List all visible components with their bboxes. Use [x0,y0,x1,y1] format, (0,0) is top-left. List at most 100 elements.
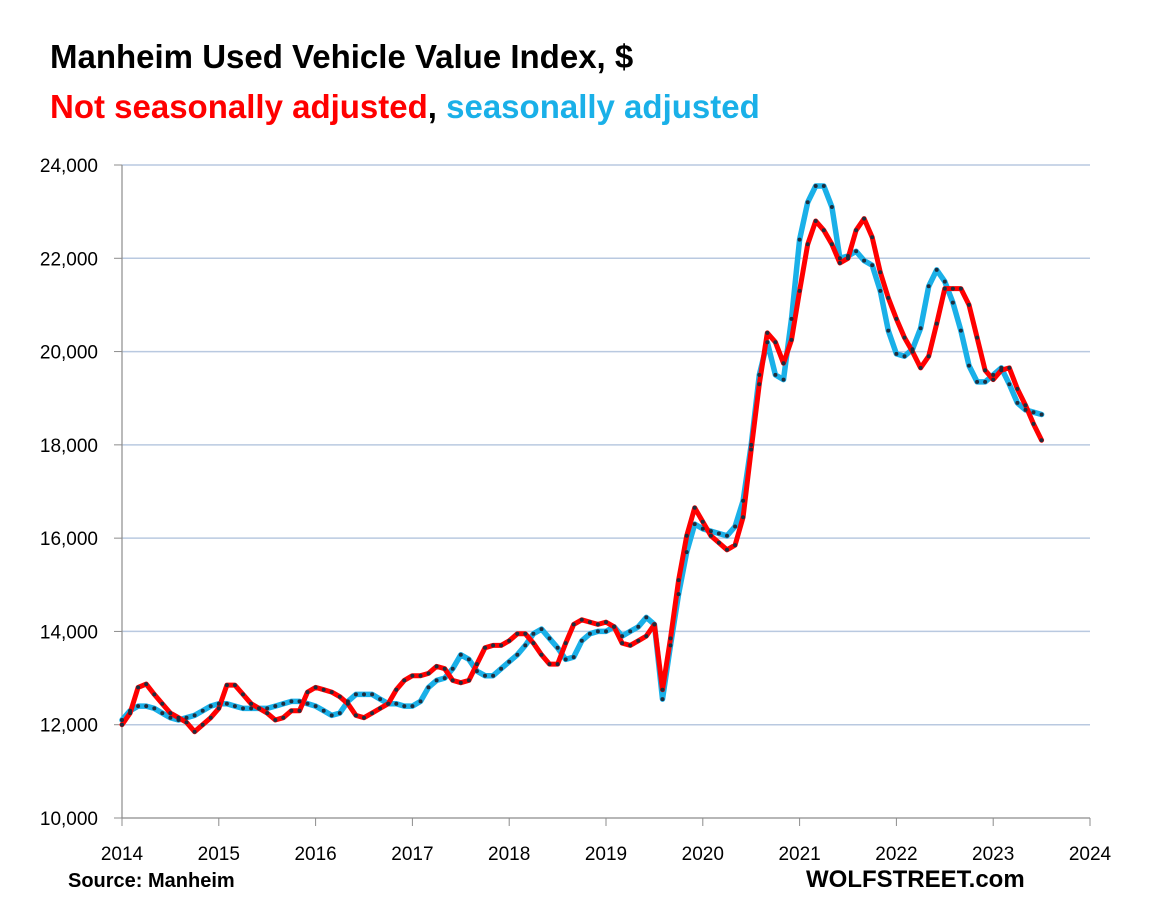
point-seasonally-adjusted [684,550,689,555]
point-seasonally-adjusted [1023,407,1028,412]
point-not-seasonally-adjusted [434,664,439,669]
point-not-seasonally-adjusted [999,368,1004,373]
point-seasonally-adjusted [918,326,923,331]
point-not-seasonally-adjusted [1031,421,1036,426]
y-tick-label: 24,000 [40,156,98,177]
point-not-seasonally-adjusted [184,720,189,725]
point-not-seasonally-adjusted [870,235,875,240]
point-seasonally-adjusted [531,631,536,636]
point-seasonally-adjusted [571,655,576,660]
point-not-seasonally-adjusted [410,673,415,678]
point-not-seasonally-adjusted [587,620,592,625]
point-not-seasonally-adjusted [741,515,746,520]
point-seasonally-adjusted [644,615,649,620]
point-not-seasonally-adjusted [692,505,697,510]
point-seasonally-adjusted [281,701,286,706]
point-not-seasonally-adjusted [160,701,165,706]
point-not-seasonally-adjusted [499,643,504,648]
x-tick-label: 2014 [101,844,144,865]
point-seasonally-adjusted [773,372,778,377]
point-not-seasonally-adjusted [684,533,689,538]
point-seasonally-adjusted [297,699,302,704]
point-seasonally-adjusted [224,701,229,706]
point-not-seasonally-adjusted [1007,365,1012,370]
point-not-seasonally-adjusted [854,228,859,233]
point-seasonally-adjusted [700,526,705,531]
point-seasonally-adjusted [829,205,834,209]
point-seasonally-adjusted [491,673,496,678]
point-not-seasonally-adjusted [902,335,907,340]
point-seasonally-adjusted [708,529,713,534]
subtitle-not-seasonally-adjusted: Not seasonally adjusted [50,88,428,125]
point-not-seasonally-adjusted [878,270,883,275]
point-seasonally-adjusted [232,704,237,709]
point-not-seasonally-adjusted [612,624,617,629]
point-not-seasonally-adjusted [192,729,197,734]
point-not-seasonally-adjusted [345,701,350,706]
brand-watermark: WOLFSTREET.com [806,866,1025,893]
point-not-seasonally-adjusted [765,330,770,335]
point-not-seasonally-adjusted [942,286,947,291]
point-not-seasonally-adjusted [249,701,254,706]
point-seasonally-adjusted [636,624,641,629]
point-seasonally-adjusted [402,704,407,709]
point-not-seasonally-adjusted [797,288,802,293]
point-seasonally-adjusted [587,631,592,636]
y-tick-label: 12,000 [40,716,98,737]
point-seasonally-adjusted [434,678,439,683]
point-seasonally-adjusted [289,699,294,704]
point-not-seasonally-adjusted [668,636,673,641]
x-tick-label: 2016 [294,844,336,865]
point-not-seasonally-adjusted [571,622,576,627]
point-not-seasonally-adjusted [789,337,794,342]
point-seasonally-adjusted [466,657,471,662]
point-not-seasonally-adjusted [297,708,302,713]
point-seasonally-adjusted [781,377,786,382]
point-seasonally-adjusted [555,645,560,650]
point-not-seasonally-adjusted [329,690,334,695]
subtitle-seasonally-adjusted: seasonally adjusted [436,88,760,125]
y-tick-label: 18,000 [40,436,98,457]
point-seasonally-adjusted [862,258,867,263]
point-not-seasonally-adjusted [458,680,463,685]
point-not-seasonally-adjusted [837,261,842,265]
y-tick-label: 14,000 [40,622,98,643]
point-not-seasonally-adjusted [523,631,528,636]
point-not-seasonally-adjusted [378,706,383,711]
point-seasonally-adjusted [547,636,552,641]
point-not-seasonally-adjusted [232,683,237,688]
point-seasonally-adjusted [692,522,697,527]
point-not-seasonally-adjusted [305,690,310,695]
point-seasonally-adjusted [474,669,479,674]
x-tick-label: 2019 [585,844,627,865]
point-not-seasonally-adjusted [595,622,600,627]
point-seasonally-adjusted [676,592,681,597]
point-seasonally-adjusted [523,643,528,648]
point-not-seasonally-adjusted [716,540,721,545]
point-not-seasonally-adjusted [757,382,762,387]
x-tick-label: 2022 [875,844,917,865]
point-seasonally-adjusted [313,704,318,709]
point-seasonally-adjusted [870,263,875,268]
point-seasonally-adjusted [160,711,165,716]
point-not-seasonally-adjusted [620,641,625,646]
subtitle-separator: , [427,88,437,125]
point-not-seasonally-adjusted [176,715,181,720]
point-not-seasonally-adjusted [926,354,931,359]
x-tick-label: 2021 [778,844,820,865]
point-not-seasonally-adjusted [426,671,431,676]
point-not-seasonally-adjusted [515,631,520,636]
point-not-seasonally-adjusted [442,666,447,671]
point-seasonally-adjusted [967,363,971,368]
point-not-seasonally-adjusted [362,715,366,720]
point-seasonally-adjusted [983,379,988,384]
point-seasonally-adjusted [668,643,673,648]
point-not-seasonally-adjusted [725,547,729,552]
point-not-seasonally-adjusted [773,340,778,345]
point-not-seasonally-adjusted [821,228,826,233]
point-not-seasonally-adjusted [781,361,786,366]
point-not-seasonally-adjusted [120,722,124,727]
point-seasonally-adjusted [337,711,342,716]
point-not-seasonally-adjusted [829,242,834,247]
point-seasonally-adjusted [192,713,197,718]
